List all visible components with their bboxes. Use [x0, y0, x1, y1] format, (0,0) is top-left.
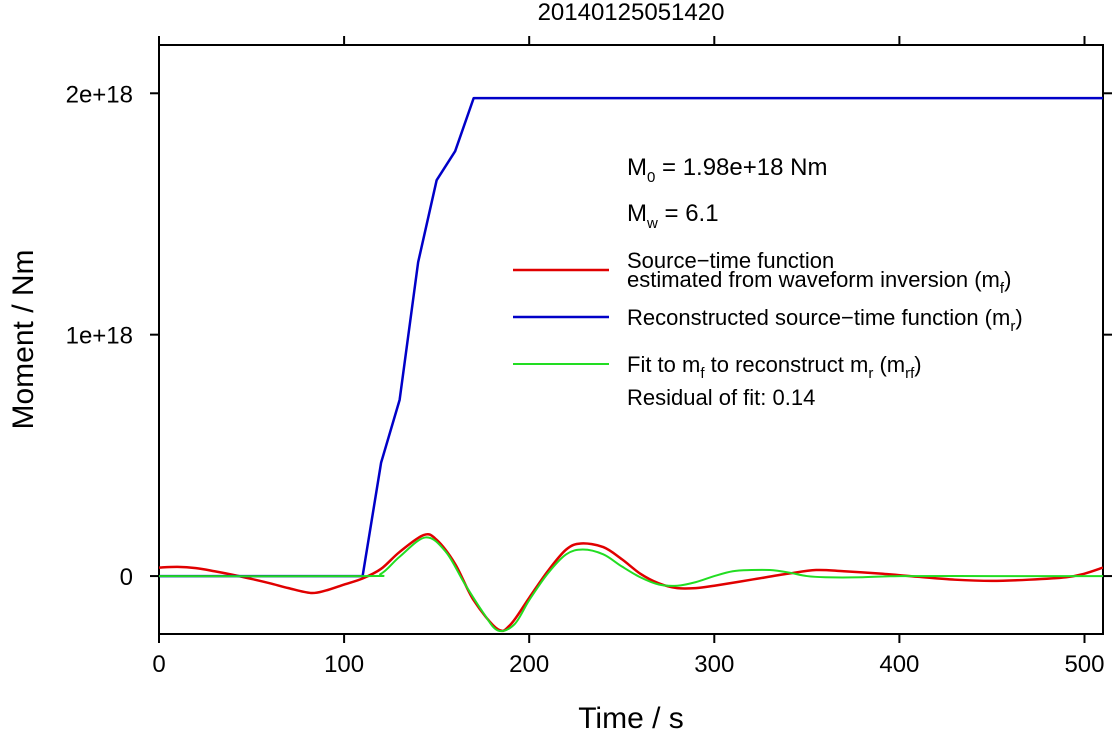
x-axis-title: Time / s [578, 702, 684, 734]
legend-label-mrf: Fit to mf to reconstruct mr (mrf) [627, 352, 922, 382]
chart-title: 20140125051420 [538, 0, 725, 26]
axis-ticks: 0 100 200 300 400 500 0 1e+18 2e+18 [66, 36, 1112, 678]
x-tick-label: 500 [1064, 651, 1104, 678]
legend-label-mr: Reconstructed source−time function (mr) [627, 305, 1023, 335]
series-line-mrf [159, 536, 1103, 632]
y-tick-label: 1e+18 [66, 323, 133, 350]
y-axis-title: Moment / Nm [7, 249, 40, 429]
legend-label-mf-line1: Source−time function [627, 248, 834, 273]
x-tick-label: 0 [152, 651, 165, 678]
x-tick-label: 100 [324, 651, 364, 678]
y-tick-label: 0 [120, 564, 133, 591]
legend-label-mf-line2: estimated from waveform inversion (mf) [627, 267, 1011, 297]
moment-annotation: M0 = 1.98e+18 Nm [627, 154, 827, 186]
y-tick-label: 2e+18 [66, 81, 133, 108]
x-tick-label: 400 [879, 651, 919, 678]
series-line-mr [159, 96, 1103, 578]
magnitude-annotation: Mw = 6.1 [627, 200, 719, 232]
residual-annotation: Residual of fit: 0.14 [627, 385, 815, 410]
x-tick-label: 200 [509, 651, 549, 678]
series-lines [159, 96, 1103, 633]
legend: Source−time function estimated from wave… [513, 248, 1023, 382]
series-line-mf [159, 533, 1103, 633]
annotations: M0 = 1.98e+18 Nm Mw = 6.1 Residual of fi… [627, 154, 827, 410]
plot-area [158, 44, 1104, 635]
x-tick-label: 300 [694, 651, 734, 678]
plot-frame [158, 44, 1104, 635]
